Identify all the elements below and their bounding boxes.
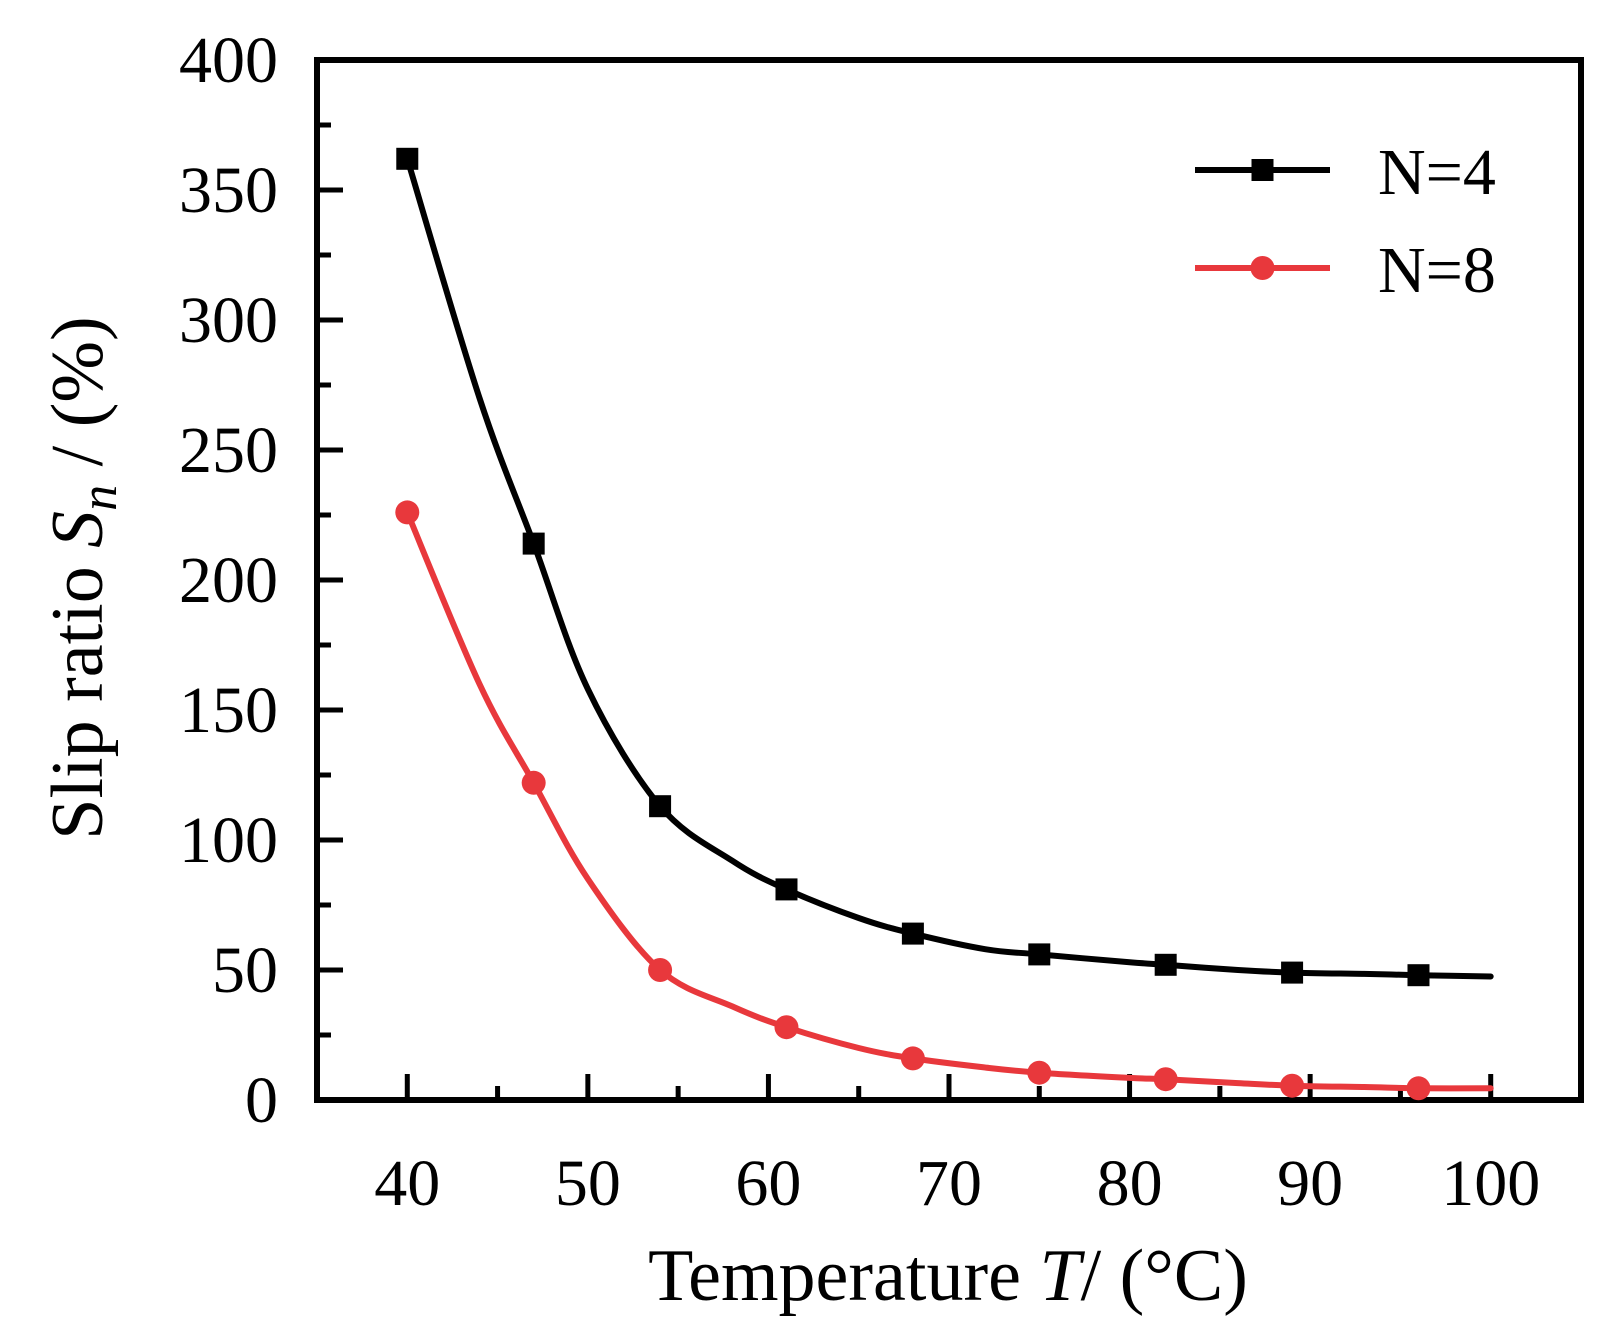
data-point bbox=[649, 795, 672, 818]
data-point bbox=[396, 147, 419, 170]
axis-ticks: 40 50 60 70 80 90 100 0 50 100 150 200 250 300 350 400 bbox=[179, 24, 1540, 1220]
y-tick-label: 150 bbox=[179, 674, 278, 747]
series-n-4 bbox=[396, 147, 1494, 987]
legend-item: N=4 bbox=[1195, 136, 1496, 209]
data-point bbox=[1406, 1076, 1431, 1101]
data-point bbox=[1407, 964, 1430, 987]
data-point bbox=[1154, 953, 1177, 976]
data-point bbox=[395, 500, 420, 525]
data-point bbox=[1028, 943, 1051, 966]
x-tick-label: 90 bbox=[1277, 1147, 1343, 1220]
x-axis-label-prefix: Temperature bbox=[648, 1235, 1039, 1317]
legend-label: N=4 bbox=[1378, 136, 1496, 209]
y-axis-label-prefix: Slip ratio bbox=[37, 548, 119, 840]
y-axis-label-sub: n bbox=[71, 485, 128, 511]
data-point bbox=[521, 770, 546, 795]
data-point bbox=[1027, 1060, 1052, 1085]
data-point bbox=[775, 878, 798, 901]
x-axis-label-var: T bbox=[1039, 1235, 1085, 1317]
y-tick-label: 250 bbox=[179, 414, 278, 487]
y-tick-label: 200 bbox=[179, 544, 278, 617]
y-tick-label: 100 bbox=[179, 804, 278, 877]
data-point bbox=[648, 958, 673, 982]
y-tick-label: 300 bbox=[179, 284, 278, 357]
series-layer bbox=[395, 147, 1494, 1101]
data-point bbox=[1281, 961, 1304, 984]
legend-item: N=8 bbox=[1195, 234, 1496, 307]
y-axis-label-suffix: / (%) bbox=[37, 316, 119, 485]
x-tick-label: 60 bbox=[735, 1147, 801, 1220]
x-tick-label: 70 bbox=[916, 1147, 982, 1220]
data-point bbox=[901, 922, 924, 945]
y-axis-label: Slip ratio Sn / (%) bbox=[37, 316, 128, 839]
x-tick-label: 40 bbox=[374, 1147, 440, 1220]
legend-marker bbox=[1251, 159, 1274, 181]
y-tick-label: 350 bbox=[179, 154, 278, 227]
data-point bbox=[522, 532, 545, 555]
legend-marker bbox=[1250, 256, 1275, 280]
x-tick-label: 80 bbox=[1097, 1147, 1163, 1220]
data-point bbox=[900, 1046, 925, 1071]
data-point bbox=[1280, 1073, 1305, 1098]
y-tick-label: 50 bbox=[212, 934, 278, 1007]
x-tick-label: 100 bbox=[1441, 1147, 1540, 1220]
data-point bbox=[1153, 1067, 1178, 1092]
y-tick-label: 0 bbox=[245, 1064, 278, 1137]
data-point bbox=[774, 1015, 799, 1040]
legend: N=4N=8 bbox=[1195, 136, 1496, 307]
y-tick-label: 400 bbox=[179, 24, 278, 97]
legend-label: N=8 bbox=[1378, 234, 1496, 307]
series-line bbox=[404, 509, 1494, 1092]
x-axis-label: Temperature T/ (°C) bbox=[648, 1235, 1248, 1317]
series-n-8 bbox=[395, 500, 1494, 1101]
x-tick-label: 50 bbox=[555, 1147, 621, 1220]
y-axis-label-var: S bbox=[37, 511, 119, 548]
x-axis-label-suffix: / (°C) bbox=[1081, 1235, 1248, 1317]
